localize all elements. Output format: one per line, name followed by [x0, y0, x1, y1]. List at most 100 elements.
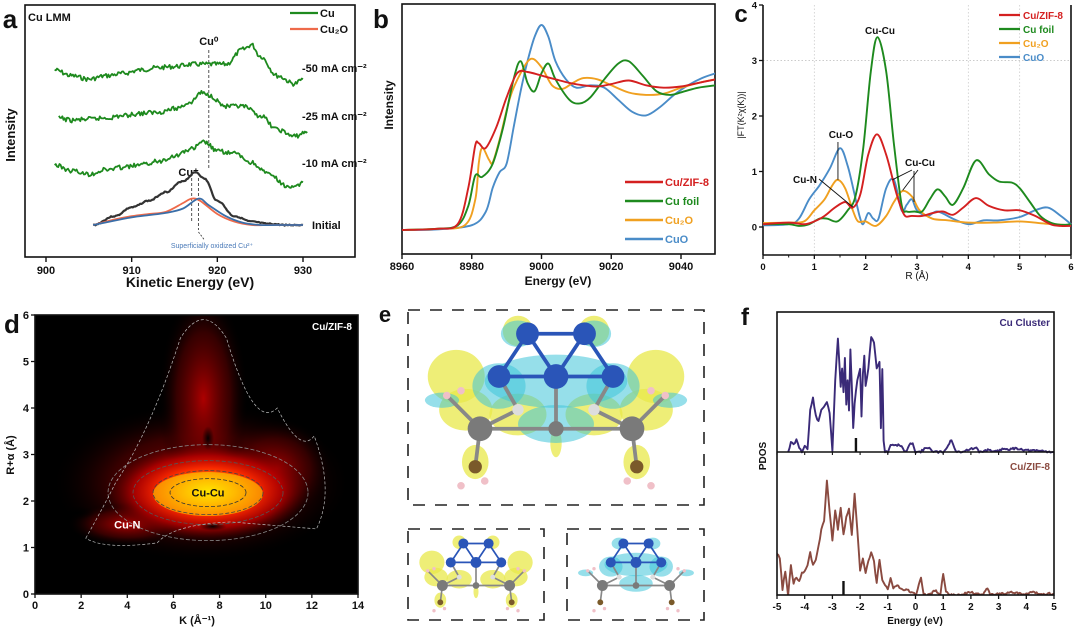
contour-line-d-3 — [169, 478, 247, 508]
cu-atom — [656, 557, 667, 568]
h-atom — [505, 606, 510, 611]
x-tick-label-d: 4 — [124, 600, 131, 612]
x-axis-label-b: Energy (eV) — [525, 274, 592, 288]
panel-e: e — [379, 302, 705, 621]
x-tick-label-a: 920 — [208, 265, 226, 277]
chart-title-a: Cu LMM — [28, 12, 71, 24]
zn-atom — [508, 599, 515, 606]
annotation-a: Superficially oxidized Cu²⁺ — [171, 243, 254, 250]
c-atom — [664, 580, 676, 591]
legend-label-a-0: Cu — [320, 8, 335, 20]
cu-atom — [601, 365, 625, 388]
h-atom — [650, 574, 656, 580]
y-axis-label-f: PDOS — [758, 442, 769, 471]
x-tick-label-b: 8980 — [460, 261, 484, 273]
cu-atom — [483, 538, 494, 549]
x-tick-label-a: 900 — [37, 265, 55, 277]
h-atom — [516, 567, 520, 571]
x-tick-label-c: 3 — [914, 262, 919, 273]
y-tick-label-d: 0 — [23, 589, 29, 601]
y-tick-label-d: 4 — [23, 403, 30, 415]
feature-label-cun: Cu-N — [114, 519, 140, 531]
legend-label-c-2: Cu₂O — [1023, 39, 1049, 50]
h-atom — [457, 481, 465, 490]
zn-atom — [468, 460, 482, 474]
feature-label-cucu: Cu-Cu — [192, 487, 225, 499]
x-tick-label-f: 1 — [940, 602, 946, 613]
y-tick-label-c: 4 — [752, 1, 758, 12]
pdos-line-1 — [777, 479, 1054, 595]
c-atom — [467, 416, 493, 442]
x-tick-label-b: 9000 — [529, 261, 553, 273]
h-atom — [480, 477, 489, 485]
legend-label-b-2: Cu₂O — [665, 215, 694, 227]
annotation-arrow-a — [198, 231, 205, 241]
h-atom — [592, 609, 596, 613]
arrow-c-cucu2-1 — [892, 169, 913, 181]
x-tick-label-c: 0 — [760, 262, 765, 273]
h-atom — [676, 567, 680, 571]
zn-atom — [597, 599, 604, 606]
series-line-b-0 — [402, 69, 715, 231]
contour-line-d-1 — [132, 460, 284, 526]
h-atom — [522, 569, 526, 573]
y-tick-label-d: 1 — [23, 543, 29, 555]
contour-line-d-0 — [107, 444, 309, 542]
heatmap-dark-spot — [202, 426, 215, 451]
x-tick-label-b: 9040 — [669, 261, 693, 273]
series-line-a-3 — [92, 171, 304, 227]
cu-atom — [470, 556, 482, 568]
y-tick-label-c: 1 — [752, 167, 758, 178]
series-line-a-2 — [54, 139, 304, 189]
arrow-c-cucu2-2 — [902, 169, 919, 191]
series-line-c-3 — [762, 147, 1072, 227]
panel-letter-e: e — [379, 302, 391, 327]
x-axis-label-c: R (Å) — [905, 269, 928, 282]
x-tick-label-d: 10 — [260, 600, 272, 612]
x-tick-label-f: -5 — [773, 602, 782, 613]
h-atom — [647, 481, 655, 490]
contour-line-d-2 — [152, 470, 264, 516]
x-tick-label-d: 8 — [217, 600, 223, 612]
h-atom — [442, 391, 451, 400]
h-atom — [665, 606, 670, 611]
structure-frame-accumulation — [407, 528, 545, 621]
h-atom — [676, 609, 680, 613]
x-tick-label-c: 4 — [966, 262, 972, 273]
annotation-c-cun: Cu-N — [793, 175, 817, 186]
x-axis-label-d: K (Å⁻¹) — [179, 614, 215, 627]
x-tick-label-f: 4 — [1024, 602, 1030, 613]
h-atom — [586, 569, 590, 573]
x-tick-label-d: 0 — [32, 600, 38, 612]
x-tick-label-c: 6 — [1068, 262, 1073, 273]
x-tick-label-d: 12 — [306, 600, 318, 612]
h-atom — [490, 574, 496, 580]
molecule-accumulation — [419, 535, 533, 613]
series-line-a-4 — [92, 197, 303, 227]
cu-atom — [618, 538, 629, 549]
legend-label-c-1: Cu foil — [1023, 25, 1054, 36]
series-line-c-0 — [762, 133, 1072, 227]
series-label-a-3: Initial — [312, 220, 341, 232]
zn-atom — [630, 460, 644, 474]
c-atom — [596, 580, 608, 591]
annotation-c-cuo: Cu-O — [829, 130, 854, 141]
y-axis-label-d: R+α (Å) — [4, 435, 17, 475]
chart-title-d: Cu/ZIF-8 — [312, 322, 352, 333]
structure-frame-main — [407, 309, 705, 506]
h-atom — [426, 569, 430, 573]
x-tick-label-d: 2 — [78, 600, 84, 612]
x-tick-label-f: 3 — [996, 602, 1002, 613]
h-atom — [442, 606, 447, 611]
isosurface-cyan — [424, 392, 460, 408]
x-tick-label-f: 2 — [968, 602, 974, 613]
x-tick-label-a: 930 — [294, 265, 312, 277]
legend-label-c-3: CuO — [1023, 53, 1044, 64]
c-atom — [472, 582, 480, 589]
panel-letter-c: c — [734, 1, 747, 28]
h-atom — [661, 391, 670, 400]
y-tick-label-c: 0 — [752, 223, 757, 234]
series-label-a-1: -25 mA cm⁻² — [302, 111, 367, 123]
h-atom — [588, 404, 600, 416]
